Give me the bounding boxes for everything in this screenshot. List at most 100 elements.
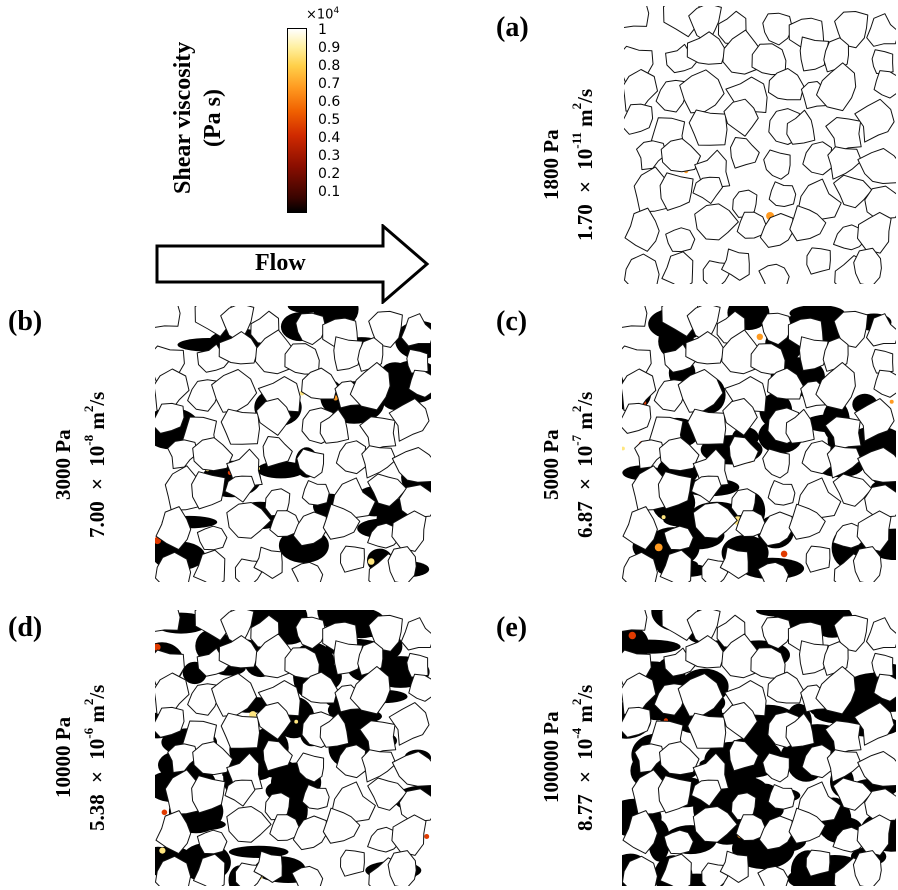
grain	[224, 475, 256, 503]
grain	[685, 635, 725, 669]
grain	[758, 511, 794, 547]
grain	[854, 98, 895, 143]
grain	[799, 640, 829, 675]
grain	[857, 211, 892, 254]
grain	[757, 561, 789, 582]
flow-region	[622, 639, 681, 654]
grain	[873, 369, 896, 398]
grain	[852, 546, 882, 582]
grain	[408, 369, 431, 398]
colorbar-tick: 0.2	[318, 166, 341, 182]
grain	[218, 635, 259, 669]
grain	[659, 741, 700, 776]
grain	[388, 702, 430, 746]
grain	[368, 614, 403, 652]
grain	[722, 398, 758, 436]
grain	[873, 673, 896, 702]
grain	[799, 36, 830, 72]
panel-e-label: (e)	[496, 612, 528, 643]
grain	[387, 546, 417, 582]
grain	[256, 702, 292, 740]
panel-a-permeability: 1.70 × 10-11 m2/s	[569, 88, 597, 242]
panel-e-conditions: 100000 Pa 8.77 × 10-4 m2/s	[538, 630, 598, 885]
grain	[687, 712, 727, 749]
grain	[284, 647, 320, 679]
grain	[871, 348, 894, 374]
colorbar-tick: 0.6	[318, 94, 341, 110]
grain	[750, 647, 786, 679]
grain	[167, 743, 199, 773]
grain	[634, 743, 666, 773]
grain	[295, 312, 327, 346]
grain	[301, 367, 338, 400]
grain	[155, 855, 192, 886]
grain	[826, 749, 862, 783]
grain	[319, 408, 350, 444]
grain	[805, 545, 831, 573]
grain	[736, 211, 767, 239]
grain	[164, 465, 202, 511]
viscosity-hotspot	[654, 543, 663, 552]
grain	[785, 712, 815, 748]
colorbar-tick: 0.4	[318, 130, 341, 146]
grain	[761, 616, 793, 650]
grain	[622, 610, 648, 632]
viscosity-hotspot	[367, 558, 375, 565]
grain	[388, 398, 430, 442]
grain	[622, 506, 658, 551]
panel-b-conditions: 3000 Pa 7.00 × 10-8 m2/s	[50, 340, 110, 590]
grain	[361, 445, 397, 479]
grain	[751, 43, 787, 76]
grain	[659, 853, 692, 886]
grain	[730, 137, 760, 169]
grain	[192, 741, 234, 776]
grain	[692, 502, 738, 539]
grain	[284, 343, 320, 375]
panel-c-conditions: 5000 Pa 6.87 × 10-7 m2/s	[538, 340, 598, 590]
grain	[624, 6, 650, 28]
colorbar-tick: 0.5	[318, 112, 341, 128]
grain	[659, 549, 692, 582]
grain	[832, 777, 873, 811]
grain	[622, 402, 652, 434]
grain	[253, 850, 283, 883]
grain	[786, 109, 816, 145]
grain	[226, 502, 272, 539]
panel-d-conditions: 10000 Pa 5.38 × 10-6 m2/s	[50, 630, 110, 885]
panel-d-image	[155, 610, 431, 886]
colorbar	[287, 28, 307, 213]
grain	[799, 336, 829, 371]
colorbar-tick: 1	[318, 22, 327, 38]
grain	[322, 503, 361, 540]
grain	[155, 506, 192, 551]
grain	[767, 480, 796, 506]
grain	[406, 652, 429, 678]
grain	[688, 109, 728, 146]
panel-c-pressure: 5000 Pa	[539, 429, 563, 501]
grain	[854, 398, 895, 442]
grain	[335, 744, 367, 779]
grain	[719, 546, 749, 579]
grain	[218, 331, 259, 365]
legend-title: Shear viscosity (Pa s)	[168, 8, 228, 228]
viscosity-hotspot	[756, 333, 763, 340]
grain	[691, 779, 722, 807]
panel-e-image	[622, 610, 896, 886]
grain	[292, 815, 328, 851]
grain	[622, 306, 648, 328]
grain	[295, 616, 327, 650]
grain	[735, 814, 766, 841]
grain	[763, 149, 791, 180]
grain	[387, 850, 417, 886]
panel-d-label: (d)	[8, 612, 43, 643]
grain	[367, 473, 408, 507]
grain	[196, 525, 228, 551]
viscosity-hotspot	[780, 550, 788, 558]
grain	[834, 11, 869, 49]
grain	[665, 227, 696, 253]
grain	[653, 379, 687, 412]
panel-b-label: (b)	[8, 306, 43, 337]
panel-b-pressure: 3000 Pa	[51, 429, 75, 501]
grain	[301, 480, 330, 506]
grain	[657, 471, 693, 510]
